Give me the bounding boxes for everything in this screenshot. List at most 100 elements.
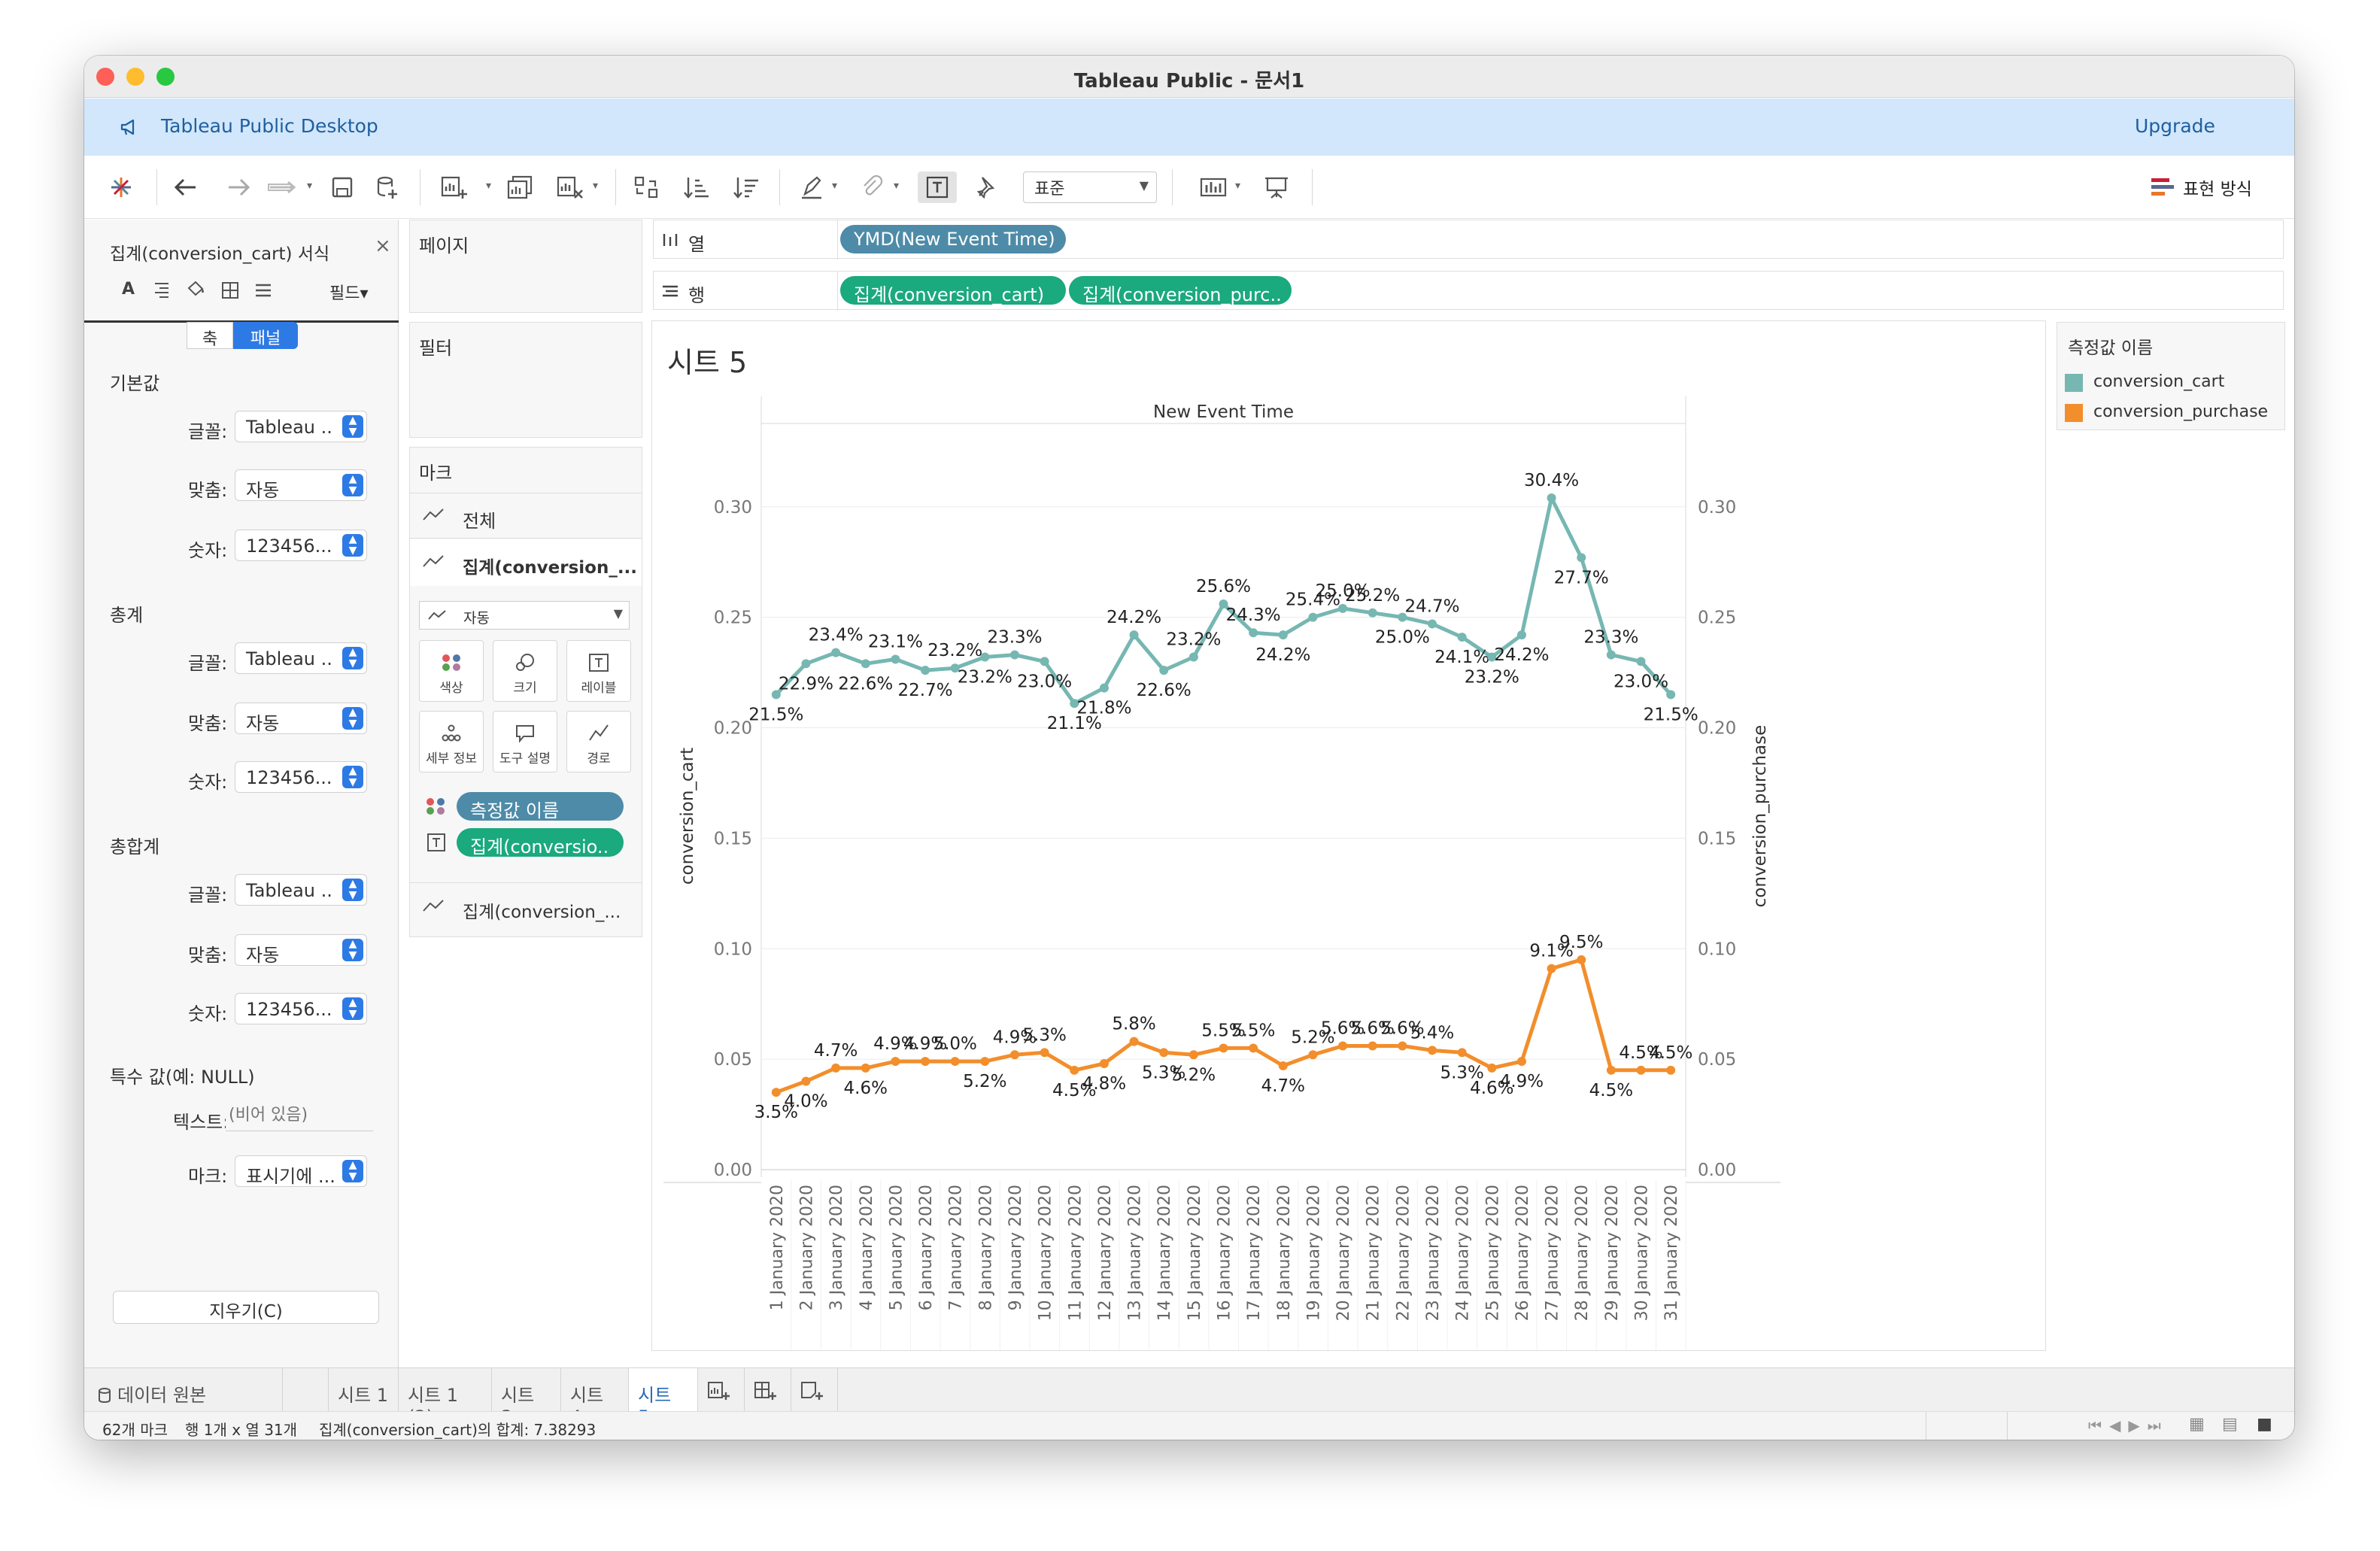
columns-icon <box>663 234 678 246</box>
fit-select[interactable]: 표준 ▼ <box>1023 171 1157 203</box>
tab-axis[interactable]: 축 <box>187 322 233 349</box>
legend-item-purchase[interactable]: conversion_purchase <box>2063 398 2280 426</box>
tab-sheet-1[interactable]: 시트 1 <box>328 1368 399 1412</box>
tab-sheet-4[interactable]: 시트 4 <box>561 1368 629 1428</box>
fix-axes-pin-icon[interactable] <box>969 171 1003 203</box>
special-marks-select[interactable]: 표시기에 ... ▲ ▼ <box>235 1155 367 1187</box>
group-paperclip-icon[interactable] <box>855 171 889 203</box>
lines-format-icon[interactable] <box>254 281 272 299</box>
marks-purchase-tab[interactable]: 집계(conversion_... <box>410 884 642 930</box>
swap-rows-columns-icon[interactable] <box>629 171 663 203</box>
numbers-select[interactable]: 123456... ▲ ▼ <box>235 761 367 793</box>
y-tick-label-right: 0.25 <box>1698 609 1736 628</box>
back-arrow-icon[interactable] <box>168 171 203 203</box>
tab-datasource[interactable]: 데이터 원본 <box>84 1368 283 1412</box>
alignment-value: 자동 <box>246 480 280 501</box>
upgrade-link[interactable]: Upgrade <box>2135 115 2215 137</box>
grid-view-icon[interactable]: ▦ <box>2189 1415 2205 1434</box>
alignment-select[interactable]: 자동 ▲ ▼ <box>235 934 367 966</box>
rows-cart-pill[interactable]: 집계(conversion_cart) <box>840 276 1066 305</box>
label-measure-pill[interactable]: 집계(conversio.. <box>457 828 624 857</box>
rows-shelf[interactable]: 행 집계(conversion_cart) 집계(conversion_purc… <box>653 271 2284 311</box>
list-view-icon[interactable]: ▤ <box>2222 1415 2238 1434</box>
data-label: 23.2% <box>958 668 1012 687</box>
presentation-mode-icon[interactable] <box>1259 171 1294 203</box>
data-label: 4.5% <box>1052 1081 1096 1100</box>
presentation-bars-icon[interactable] <box>1196 171 1231 203</box>
minimize-window-button[interactable] <box>126 68 144 86</box>
alignment-value: 자동 <box>246 945 280 966</box>
tab-sheet-1-2[interactable]: 시트 1 (2) <box>399 1368 492 1428</box>
tableau-logo-icon[interactable] <box>105 171 137 203</box>
columns-date-pill[interactable]: YMD(New Event Time) <box>840 225 1066 253</box>
fields-dropdown[interactable]: 필드▾ <box>329 280 369 304</box>
new-dashboard-tab-button[interactable] <box>745 1368 791 1412</box>
data-label: 21.5% <box>1644 705 1698 724</box>
close-icon[interactable]: × <box>375 235 391 257</box>
legend-item-cart[interactable]: conversion_cart <box>2063 368 2280 396</box>
font-select[interactable]: Tableau .. ▲ ▼ <box>235 411 367 442</box>
redo-icon[interactable] <box>265 171 302 203</box>
tab-pane[interactable]: 패널 <box>233 322 298 349</box>
columns-shelf[interactable]: 열 YMD(New Event Time) <box>653 220 2284 260</box>
filmstrip-view-icon[interactable]: ■ <box>2257 1415 2272 1434</box>
detail-button[interactable]: 세부 정보 <box>419 711 484 772</box>
data-point <box>1398 612 1407 622</box>
pages-card[interactable]: 페이지 <box>409 220 642 313</box>
save-icon[interactable] <box>326 171 358 203</box>
data-label: 5.2% <box>1291 1027 1334 1047</box>
new-worksheet-icon[interactable] <box>438 171 472 203</box>
duplicate-sheet-icon[interactable] <box>502 171 537 203</box>
columns-label: 열 <box>688 234 706 255</box>
zoom-window-button[interactable] <box>156 68 175 86</box>
line-chart: New Event Time 0.00 0.00 0.05 0.05 0.10 0.10 0.… <box>663 396 1780 1352</box>
borders-grid-icon[interactable] <box>221 281 239 299</box>
filters-card[interactable]: 필터 <box>409 322 642 438</box>
tab-sheet-5[interactable]: 시트 5 <box>629 1368 698 1428</box>
tab-sheet-3[interactable]: 시트 3 <box>492 1368 561 1428</box>
data-label: 23.2% <box>927 641 982 660</box>
y-axis-title-right: conversion_purchase <box>1750 725 1770 908</box>
font-select[interactable]: Tableau .. ▲ ▼ <box>235 642 367 674</box>
data-point <box>1606 650 1616 660</box>
show-mark-labels-icon[interactable] <box>918 171 957 203</box>
label-button[interactable]: 레이블 <box>566 640 631 702</box>
alignment-select[interactable]: 자동 ▲ ▼ <box>235 469 367 501</box>
special-text-input[interactable] <box>226 1100 373 1131</box>
show-me-button[interactable]: 표현 방식 <box>2150 171 2285 203</box>
measure-names-pill[interactable]: 측정값 이름 <box>457 792 624 821</box>
path-button[interactable]: 경로 <box>566 711 631 772</box>
alignment-icon[interactable] <box>152 281 170 298</box>
highlight-pen-icon[interactable] <box>794 171 829 203</box>
shading-bucket-icon[interactable] <box>185 280 208 299</box>
detail-dots-icon <box>442 724 461 742</box>
color-button[interactable]: 색상 <box>419 640 484 702</box>
tooltip-button-label: 도구 설명 <box>499 751 551 766</box>
forward-arrow-icon[interactable] <box>221 171 256 203</box>
mark-type-select[interactable]: 자동 ▼ <box>419 601 630 630</box>
numbers-select[interactable]: 123456... ▲ ▼ <box>235 530 367 561</box>
alignment-select[interactable]: 자동 ▲ ▼ <box>235 703 367 734</box>
data-point <box>1278 1061 1288 1070</box>
new-worksheet-tab-button[interactable] <box>698 1368 745 1412</box>
size-button[interactable]: 크기 <box>493 640 557 702</box>
sort-ascending-icon[interactable] <box>678 171 713 203</box>
clear-button[interactable]: 지우기(C) <box>113 1291 379 1324</box>
close-window-button[interactable] <box>96 68 114 86</box>
page-navigation-icon[interactable]: ⏮◀▶⏭ <box>2088 1416 2169 1434</box>
new-story-tab-button[interactable] <box>791 1368 838 1412</box>
rows-purchase-pill[interactable]: 집계(conversion_purc.. <box>1069 276 1292 305</box>
numbers-select[interactable]: 123456... ▲ ▼ <box>235 993 367 1024</box>
sort-descending-icon[interactable] <box>728 171 763 203</box>
clear-sheet-icon[interactable] <box>554 171 588 203</box>
tooltip-button[interactable]: 도구 설명 <box>493 711 557 772</box>
new-datasource-icon[interactable] <box>372 171 403 203</box>
font-select[interactable]: Tableau .. ▲ ▼ <box>235 874 367 906</box>
y-tick-label-left: 0.15 <box>714 829 752 848</box>
marks-all-tab[interactable]: 전체 <box>410 494 642 538</box>
marks-cart-tab[interactable]: 집계(conversion_... <box>410 539 642 586</box>
data-point <box>1368 608 1377 618</box>
data-label: 5.2% <box>1172 1065 1216 1085</box>
x-tick-label: 5 January 2020 <box>887 1185 906 1310</box>
font-format-icon[interactable]: A <box>122 280 135 299</box>
